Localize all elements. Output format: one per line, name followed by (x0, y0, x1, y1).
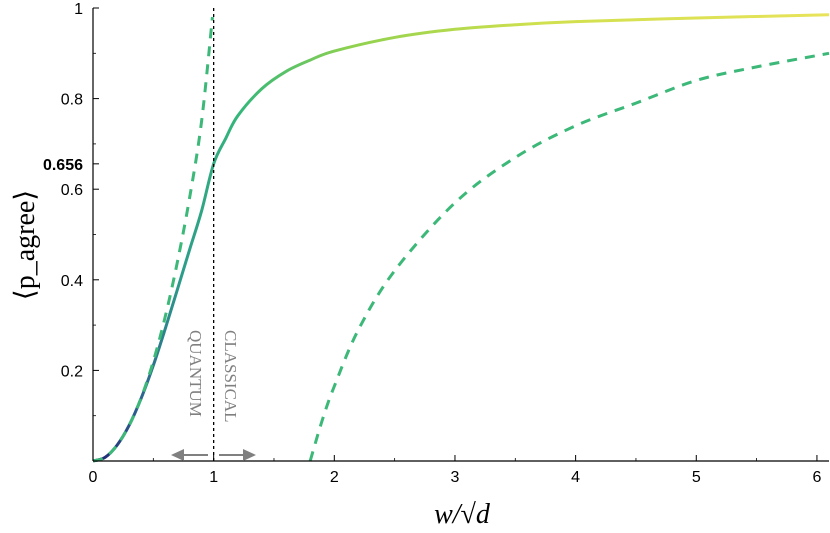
y-tick-label: 0.8 (61, 92, 83, 109)
y-tick-label: 0.4 (61, 273, 83, 290)
x-tick-label: 4 (571, 469, 580, 486)
axes (92, 8, 829, 462)
x-axis-title: w/√d (434, 499, 491, 530)
right-arrow-icon (219, 449, 256, 461)
x-tick-label: 1 (209, 469, 218, 486)
series-line-dashed-1 (92, 16, 214, 463)
series-line-dashed-2 (308, 51, 830, 462)
quantum-label: QUANTUM (186, 330, 205, 417)
x-tick-label: 6 (812, 469, 821, 486)
series-group (92, 13, 830, 463)
x-tick-label: 2 (330, 469, 339, 486)
y-tick-label: 0.6 (61, 182, 83, 199)
y-tick-label: 0.2 (61, 363, 83, 380)
y-tick-label: 1 (74, 1, 83, 18)
left-arrow-icon (171, 449, 208, 461)
x-tick-label: 0 (89, 469, 98, 486)
highlight-value-label: 0.656 (43, 157, 83, 174)
y-axis-title: ⟨p_agree⟩ (10, 190, 41, 300)
classical-label: CLASSICAL (221, 330, 240, 423)
x-tick-label: 3 (451, 469, 460, 486)
x-tick-label: 5 (692, 469, 701, 486)
region-annotations: QUANTUM CLASSICAL (171, 330, 256, 461)
tick-labels: 0 1 2 3 4 5 6 0.2 0.4 0.6 0.8 1 0.656 (43, 1, 822, 486)
